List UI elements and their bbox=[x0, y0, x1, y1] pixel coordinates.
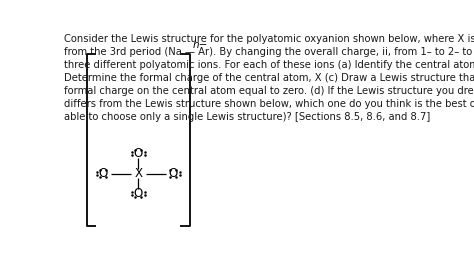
Text: O: O bbox=[134, 147, 143, 160]
Text: O: O bbox=[168, 167, 178, 180]
Text: Consider the Lewis structure for the polyatomic oxyanion shown below, where X is: Consider the Lewis structure for the pol… bbox=[64, 34, 474, 122]
Text: n−: n− bbox=[192, 40, 208, 50]
Text: X: X bbox=[134, 167, 142, 180]
Text: O: O bbox=[134, 187, 143, 200]
Text: O: O bbox=[99, 167, 108, 180]
